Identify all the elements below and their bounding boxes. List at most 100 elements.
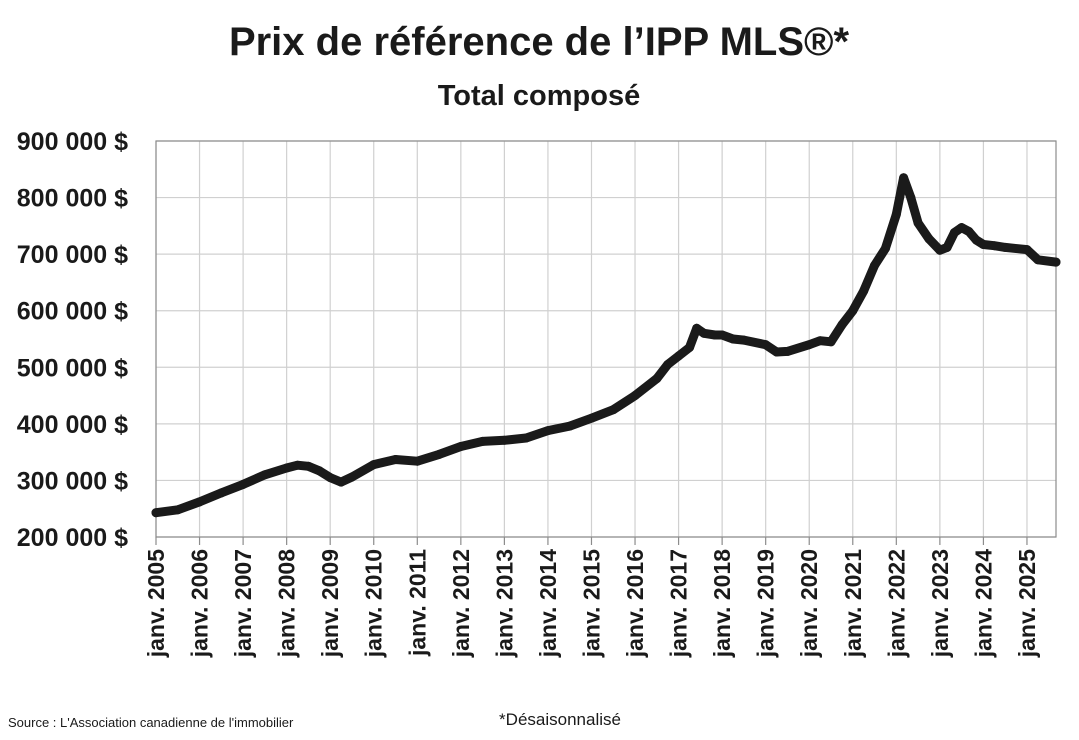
data-point: [608, 405, 618, 415]
x-tick-label: janv. 2024: [970, 549, 996, 658]
data-point: [692, 323, 702, 333]
data-point: [971, 235, 981, 245]
data-point: [804, 340, 814, 350]
data-point: [964, 227, 974, 236]
data-point: [935, 245, 945, 255]
x-tick-label: janv. 2010: [361, 549, 387, 658]
data-point: [282, 463, 292, 473]
data-point: [739, 335, 749, 345]
data-point: [195, 497, 204, 507]
x-tick-label: janv. 2020: [796, 549, 822, 658]
y-tick-label: 300 000 $: [17, 467, 128, 495]
data-point: [336, 477, 346, 487]
x-tick-label: janv. 2021: [840, 549, 866, 658]
data-point: [565, 421, 575, 431]
data-point: [293, 460, 302, 470]
x-tick-label: janv. 2013: [491, 549, 517, 658]
data-point: [663, 360, 673, 369]
y-axis-ticks: 200 000 $ 300 000 $ 400 000 $ 500 000 $ 600 …: [17, 128, 128, 552]
data-point: [434, 449, 444, 459]
data-point: [1022, 245, 1032, 255]
data-point: [826, 337, 836, 347]
data-point: [957, 223, 967, 233]
y-tick-label: 800 000 $: [17, 185, 128, 213]
data-point: [717, 330, 727, 340]
data-point: [891, 210, 901, 219]
data-point: [699, 328, 709, 338]
y-tick-label: 900 000 $: [17, 128, 128, 156]
chart-subtitle: Total composé: [438, 80, 641, 112]
series-layer: [151, 173, 1061, 518]
x-tick-label: janv. 2005: [143, 549, 169, 658]
data-point: [456, 442, 466, 451]
data-point: [587, 413, 596, 423]
data-point: [499, 435, 509, 445]
data-point: [303, 461, 313, 471]
data-point: [1000, 242, 1010, 252]
data-point: [949, 228, 959, 238]
x-tick-label: janv. 2016: [622, 549, 648, 658]
data-point: [848, 306, 858, 316]
data-point: [899, 173, 909, 183]
data-point: [173, 505, 183, 515]
x-tick-label: janv. 2014: [535, 549, 561, 658]
data-point: [369, 460, 379, 470]
x-axis-ticks: janv. 2005 janv. 2006 janv. 2007 janv. 2008…: [143, 537, 1040, 658]
data-point: [478, 436, 488, 446]
data-point: [151, 508, 161, 518]
x-tick-label: janv. 2011: [404, 549, 430, 657]
data-point: [685, 343, 694, 352]
data-point: [652, 374, 662, 384]
data-point: [880, 244, 890, 253]
data-point: [978, 240, 988, 249]
y-tick-label: 500 000 $: [17, 354, 128, 382]
source-note: Source : L'Association canadienne de l'i…: [8, 715, 294, 730]
gridlines: [155, 140, 1056, 538]
data-point: [260, 470, 270, 480]
data-point: [347, 472, 357, 482]
data-point: [772, 347, 782, 357]
chart-title: Prix de référence de l’IPP MLS®*: [229, 20, 850, 64]
data-point: [942, 242, 952, 252]
y-tick-label: 400 000 $: [17, 411, 128, 439]
data-point: [674, 351, 684, 361]
data-point: [1051, 257, 1061, 267]
data-point: [521, 433, 531, 443]
data-point: [630, 391, 640, 401]
data-point: [837, 320, 847, 330]
data-point: [989, 241, 999, 251]
x-tick-label: janv. 2023: [927, 549, 953, 658]
x-tick-label: janv. 2008: [274, 549, 300, 658]
data-point: [412, 456, 422, 466]
data-point: [913, 218, 923, 228]
data-point: [314, 466, 324, 476]
data-point: [815, 336, 825, 346]
x-tick-label: janv. 2015: [578, 549, 604, 658]
data-point: [238, 479, 248, 489]
data-point: [859, 286, 869, 296]
x-tick-label: janv. 2012: [448, 549, 474, 658]
x-tick-label: janv. 2019: [753, 549, 779, 658]
x-tick-label: janv. 2017: [666, 549, 692, 658]
data-point: [325, 473, 335, 483]
x-tick-label: janv. 2025: [1014, 549, 1040, 658]
data-point: [710, 330, 720, 340]
data-point: [783, 346, 792, 356]
data-point: [1033, 255, 1043, 265]
plot-area-border: [155, 140, 1057, 538]
x-tick-label: janv. 2022: [883, 549, 909, 658]
x-tick-label: janv. 2009: [317, 549, 343, 658]
y-tick-label: 200 000 $: [17, 524, 128, 552]
data-point: [391, 455, 400, 464]
data-point: [761, 340, 771, 350]
data-point: [543, 426, 553, 436]
data-point: [728, 334, 738, 344]
footnote: *Désaisonnalisé: [499, 710, 621, 729]
y-tick-label: 600 000 $: [17, 298, 128, 326]
x-tick-label: janv. 2006: [187, 549, 213, 658]
series-line: [151, 173, 1061, 518]
data-point: [924, 234, 934, 244]
x-tick-label: janv. 2018: [709, 549, 735, 658]
x-tick-label: janv. 2007: [230, 549, 256, 658]
